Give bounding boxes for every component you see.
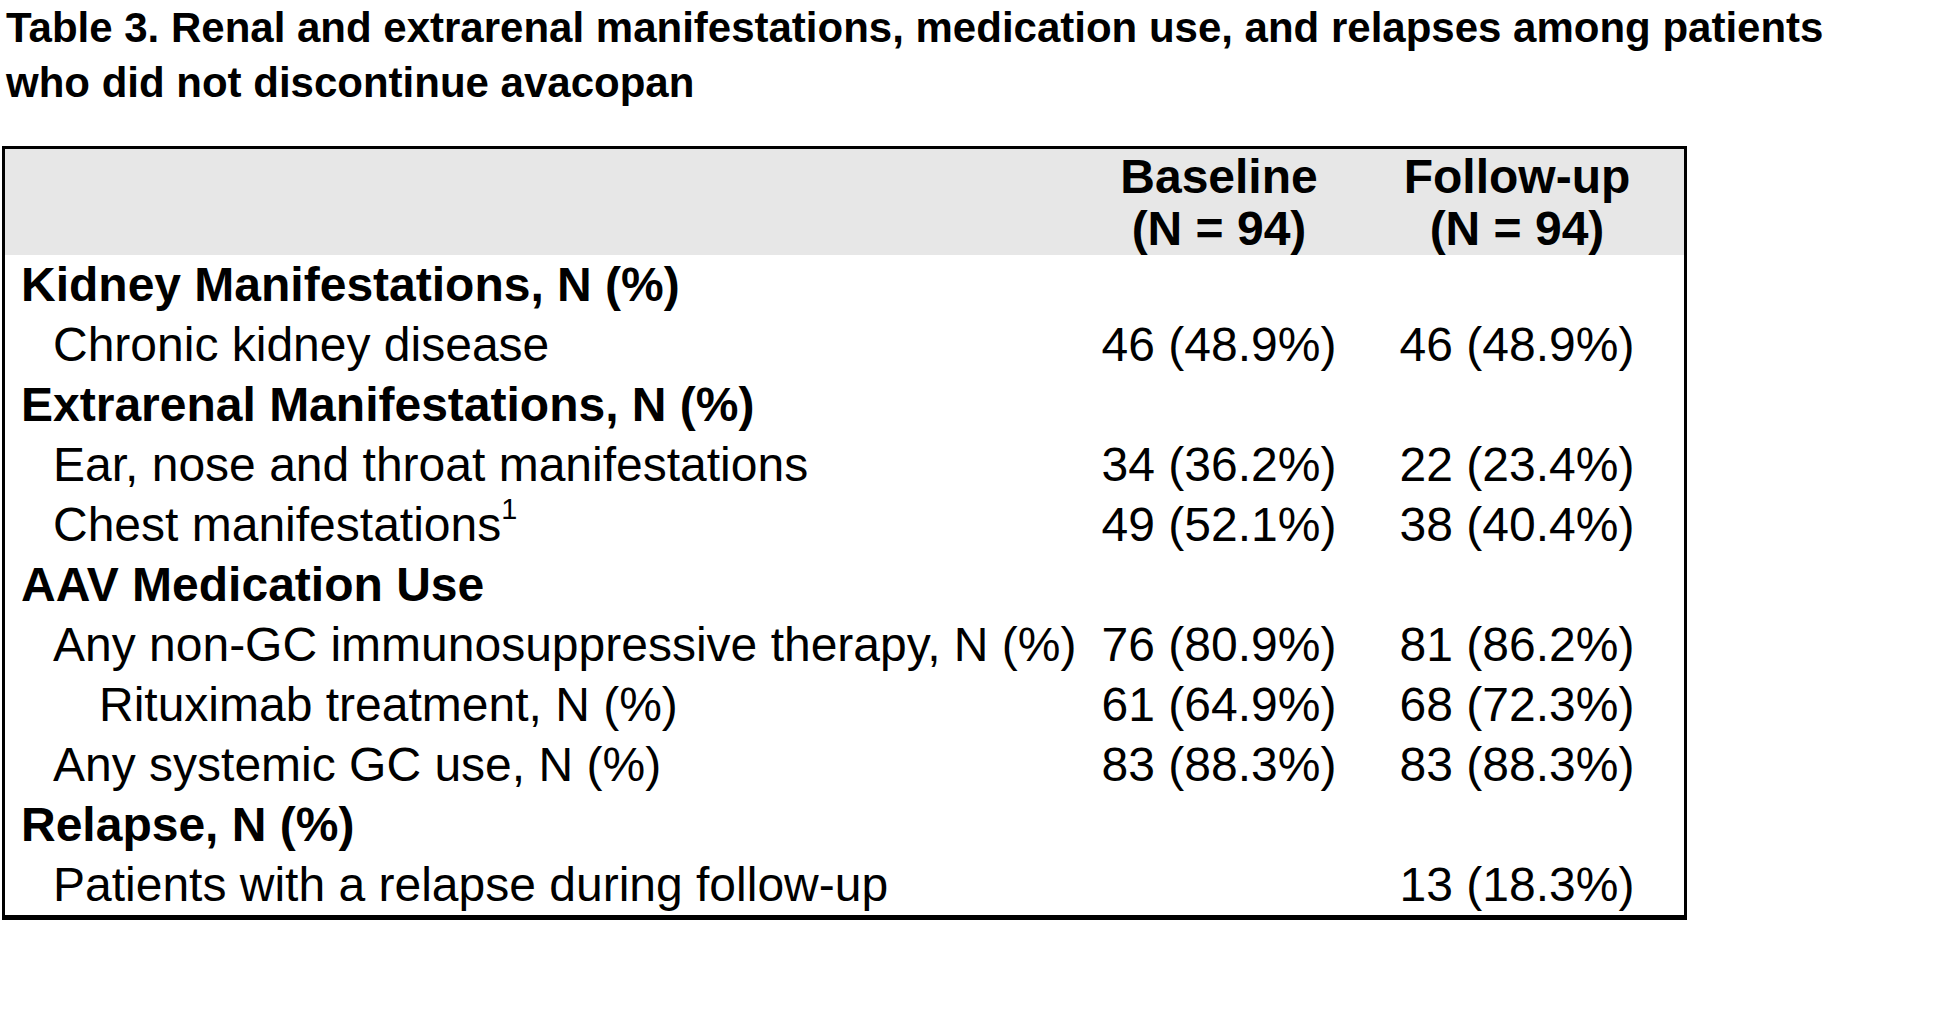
table-header-row: Baseline (N = 94) Follow-up (N = 94)	[5, 149, 1684, 255]
table-row: Rituximab treatment, N (%)61 (64.9%)68 (…	[5, 675, 1684, 735]
table-row: Kidney Manifestations, N (%)	[5, 255, 1684, 315]
table-row: Chronic kidney disease46 (48.9%)46 (48.9…	[5, 315, 1684, 375]
row-label: Patients with a relapse during follow-up	[5, 855, 1088, 915]
row-label: Relapse, N (%)	[5, 795, 1088, 855]
followup-value	[1350, 555, 1684, 615]
row-label: Kidney Manifestations, N (%)	[5, 255, 1088, 315]
header-cell-empty	[5, 149, 1088, 255]
header-label: Follow-up	[1404, 151, 1631, 203]
baseline-value: 61 (64.9%)	[1088, 675, 1350, 735]
baseline-value	[1088, 795, 1350, 855]
followup-value: 46 (48.9%)	[1350, 315, 1684, 375]
row-label: Chronic kidney disease	[5, 315, 1088, 375]
followup-value: 81 (86.2%)	[1350, 615, 1684, 675]
baseline-value	[1088, 255, 1350, 315]
table-row: AAV Medication Use	[5, 555, 1684, 615]
baseline-value: 76 (80.9%)	[1088, 615, 1350, 675]
row-label: Extrarenal Manifestations, N (%)	[5, 375, 1088, 435]
baseline-value	[1088, 855, 1350, 915]
header-label: Baseline	[1120, 151, 1317, 203]
page: Table 3. Renal and extrarenal manifestat…	[0, 0, 1950, 1015]
table-row: Relapse, N (%)	[5, 795, 1684, 855]
header-sublabel: (N = 94)	[1132, 203, 1307, 255]
table-body: Kidney Manifestations, N (%)Chronic kidn…	[5, 255, 1684, 915]
followup-value: 13 (18.3%)	[1350, 855, 1684, 915]
followup-value: 22 (23.4%)	[1350, 435, 1684, 495]
baseline-value	[1088, 555, 1350, 615]
baseline-value: 34 (36.2%)	[1088, 435, 1350, 495]
data-table: Baseline (N = 94) Follow-up (N = 94) Kid…	[2, 146, 1687, 920]
table-row: Extrarenal Manifestations, N (%)	[5, 375, 1684, 435]
row-label: Any non-GC immunosuppressive therapy, N …	[5, 615, 1088, 675]
followup-value: 83 (88.3%)	[1350, 735, 1684, 795]
followup-value: 38 (40.4%)	[1350, 495, 1684, 555]
row-label: Any systemic GC use, N (%)	[5, 735, 1088, 795]
row-label: Ear, nose and throat manifestations	[5, 435, 1088, 495]
table-row: Any non-GC immunosuppressive therapy, N …	[5, 615, 1684, 675]
header-sublabel: (N = 94)	[1430, 203, 1605, 255]
followup-value: 68 (72.3%)	[1350, 675, 1684, 735]
table-row: Chest manifestations149 (52.1%)38 (40.4%…	[5, 495, 1684, 555]
followup-value	[1350, 375, 1684, 435]
baseline-value: 49 (52.1%)	[1088, 495, 1350, 555]
row-label: AAV Medication Use	[5, 555, 1088, 615]
row-label: Rituximab treatment, N (%)	[5, 675, 1088, 735]
table-row: Ear, nose and throat manifestations34 (3…	[5, 435, 1684, 495]
table-row: Any systemic GC use, N (%)83 (88.3%)83 (…	[5, 735, 1684, 795]
table-row: Patients with a relapse during follow-up…	[5, 855, 1684, 915]
header-cell-baseline: Baseline (N = 94)	[1088, 149, 1350, 255]
baseline-value: 83 (88.3%)	[1088, 735, 1350, 795]
baseline-value	[1088, 375, 1350, 435]
followup-value	[1350, 255, 1684, 315]
table-caption: Table 3. Renal and extrarenal manifestat…	[6, 0, 1896, 110]
baseline-value: 46 (48.9%)	[1088, 315, 1350, 375]
header-cell-followup: Follow-up (N = 94)	[1350, 149, 1684, 255]
row-label: Chest manifestations1	[5, 495, 1088, 555]
followup-value	[1350, 795, 1684, 855]
